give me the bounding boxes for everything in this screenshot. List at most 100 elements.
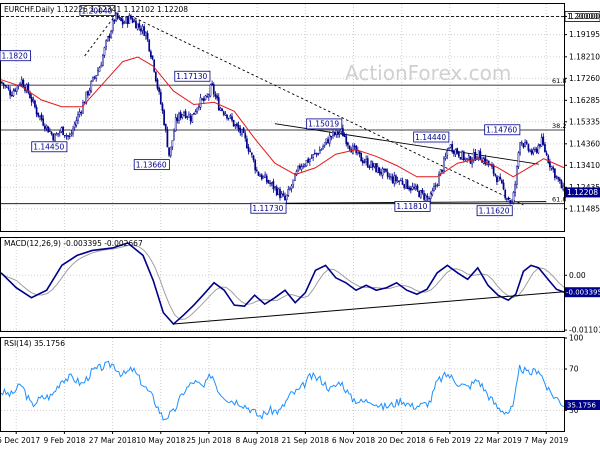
rsi-current-tag-label: 35.1756 xyxy=(567,401,596,409)
candle-body xyxy=(148,39,151,52)
candle-body xyxy=(63,135,66,137)
candle-body xyxy=(272,181,275,190)
candle-body xyxy=(497,176,500,182)
rsi-panel-frame xyxy=(0,337,565,432)
candle-body xyxy=(239,127,242,134)
candle-body xyxy=(310,157,313,159)
annotation-box xyxy=(413,131,450,143)
candle-body xyxy=(300,166,303,170)
candle-body xyxy=(2,82,5,86)
x-tick-label: 9 Feb 2018 xyxy=(43,436,85,445)
candle-body xyxy=(103,47,106,56)
x-tick-label: 26 Dec 2017 xyxy=(0,436,40,445)
price-trendline xyxy=(84,15,116,57)
candle-body xyxy=(116,12,119,19)
candle-body xyxy=(173,131,175,141)
candle-body xyxy=(419,190,422,199)
candle-body xyxy=(27,83,30,94)
candle-body xyxy=(20,79,23,85)
candle-body xyxy=(411,186,414,190)
rsi-axis: 100 70 30 xyxy=(564,334,584,415)
fib-level-label: 61.8 xyxy=(552,196,566,204)
candle-body xyxy=(4,85,6,87)
candle-body xyxy=(58,131,61,134)
candle-body xyxy=(332,131,334,136)
annotation-box xyxy=(79,5,116,16)
candle-body xyxy=(118,17,121,19)
candle-body xyxy=(95,75,98,79)
candle-body xyxy=(542,136,545,145)
price-trendline xyxy=(274,123,539,165)
candle-body xyxy=(484,157,487,165)
candle-body xyxy=(545,152,548,155)
candle-body xyxy=(39,115,41,117)
candle-body xyxy=(231,116,233,121)
candle-body xyxy=(325,138,328,143)
candle-body xyxy=(82,102,84,114)
candle-body xyxy=(287,188,290,196)
candle-body xyxy=(108,35,111,38)
candle-body xyxy=(323,142,326,146)
candle-body xyxy=(363,161,366,163)
price-tick-label: 1.17260 xyxy=(569,74,600,83)
candle-body xyxy=(207,94,210,98)
candle-body xyxy=(9,89,11,96)
candle-body xyxy=(499,176,502,180)
candle-body xyxy=(421,189,424,193)
candle-body xyxy=(337,131,339,135)
candle-body xyxy=(57,133,59,135)
candle-body xyxy=(327,139,329,144)
candle-body xyxy=(100,64,103,68)
candle-body xyxy=(35,107,38,115)
candle-body xyxy=(530,150,533,155)
annotation-box xyxy=(306,118,343,130)
candle-body xyxy=(87,91,89,96)
candle-body xyxy=(264,174,266,178)
candle-body xyxy=(443,158,445,172)
candle-body xyxy=(166,129,169,148)
candle-body xyxy=(386,171,389,177)
candle-body xyxy=(464,157,467,160)
candle-body xyxy=(525,141,528,144)
candle-body xyxy=(40,114,43,120)
candle-body xyxy=(466,158,468,160)
candle-body xyxy=(184,111,187,119)
candle-body xyxy=(5,86,8,88)
price-tick-label: 1.12435 xyxy=(569,183,600,192)
candle-body xyxy=(383,168,386,170)
price-tick-label: 1.20000 xyxy=(569,12,600,21)
candle-body xyxy=(535,148,538,153)
candle-body xyxy=(540,137,543,147)
candle-body xyxy=(472,152,475,161)
candle-body xyxy=(12,90,15,97)
candle-body xyxy=(227,117,230,119)
candle-body xyxy=(154,71,157,81)
macd-grid xyxy=(1,238,564,331)
candle-body xyxy=(395,175,397,182)
macd-trendline xyxy=(173,291,565,325)
candle-body xyxy=(136,23,139,30)
x-tick-label: 22 Mar 2019 xyxy=(474,436,522,445)
candle-body xyxy=(171,140,174,148)
candle-body xyxy=(188,114,190,118)
candle-body xyxy=(133,20,136,23)
candle-body xyxy=(307,158,310,163)
candle-body xyxy=(257,171,260,176)
candle-body xyxy=(270,182,273,184)
candle-body xyxy=(512,192,515,204)
candle-body xyxy=(462,151,465,161)
candle-body xyxy=(380,171,382,175)
candle-body xyxy=(277,188,280,195)
candle-body xyxy=(318,150,321,154)
candle-body xyxy=(234,124,237,127)
x-tick-label: 10 May 2018 xyxy=(136,436,185,445)
candle-body xyxy=(436,184,439,186)
annotation-label: 1.14450 xyxy=(33,143,64,152)
candle-body xyxy=(507,197,510,200)
candle-body xyxy=(178,113,180,122)
candle-body xyxy=(353,145,356,148)
current-price-tag: 1.12208 xyxy=(565,187,600,198)
candle-body xyxy=(559,178,561,181)
price-grid xyxy=(1,4,564,231)
macd-panel-title: MACD(12,26,9) -0.003395 -0.002667 xyxy=(4,239,143,248)
